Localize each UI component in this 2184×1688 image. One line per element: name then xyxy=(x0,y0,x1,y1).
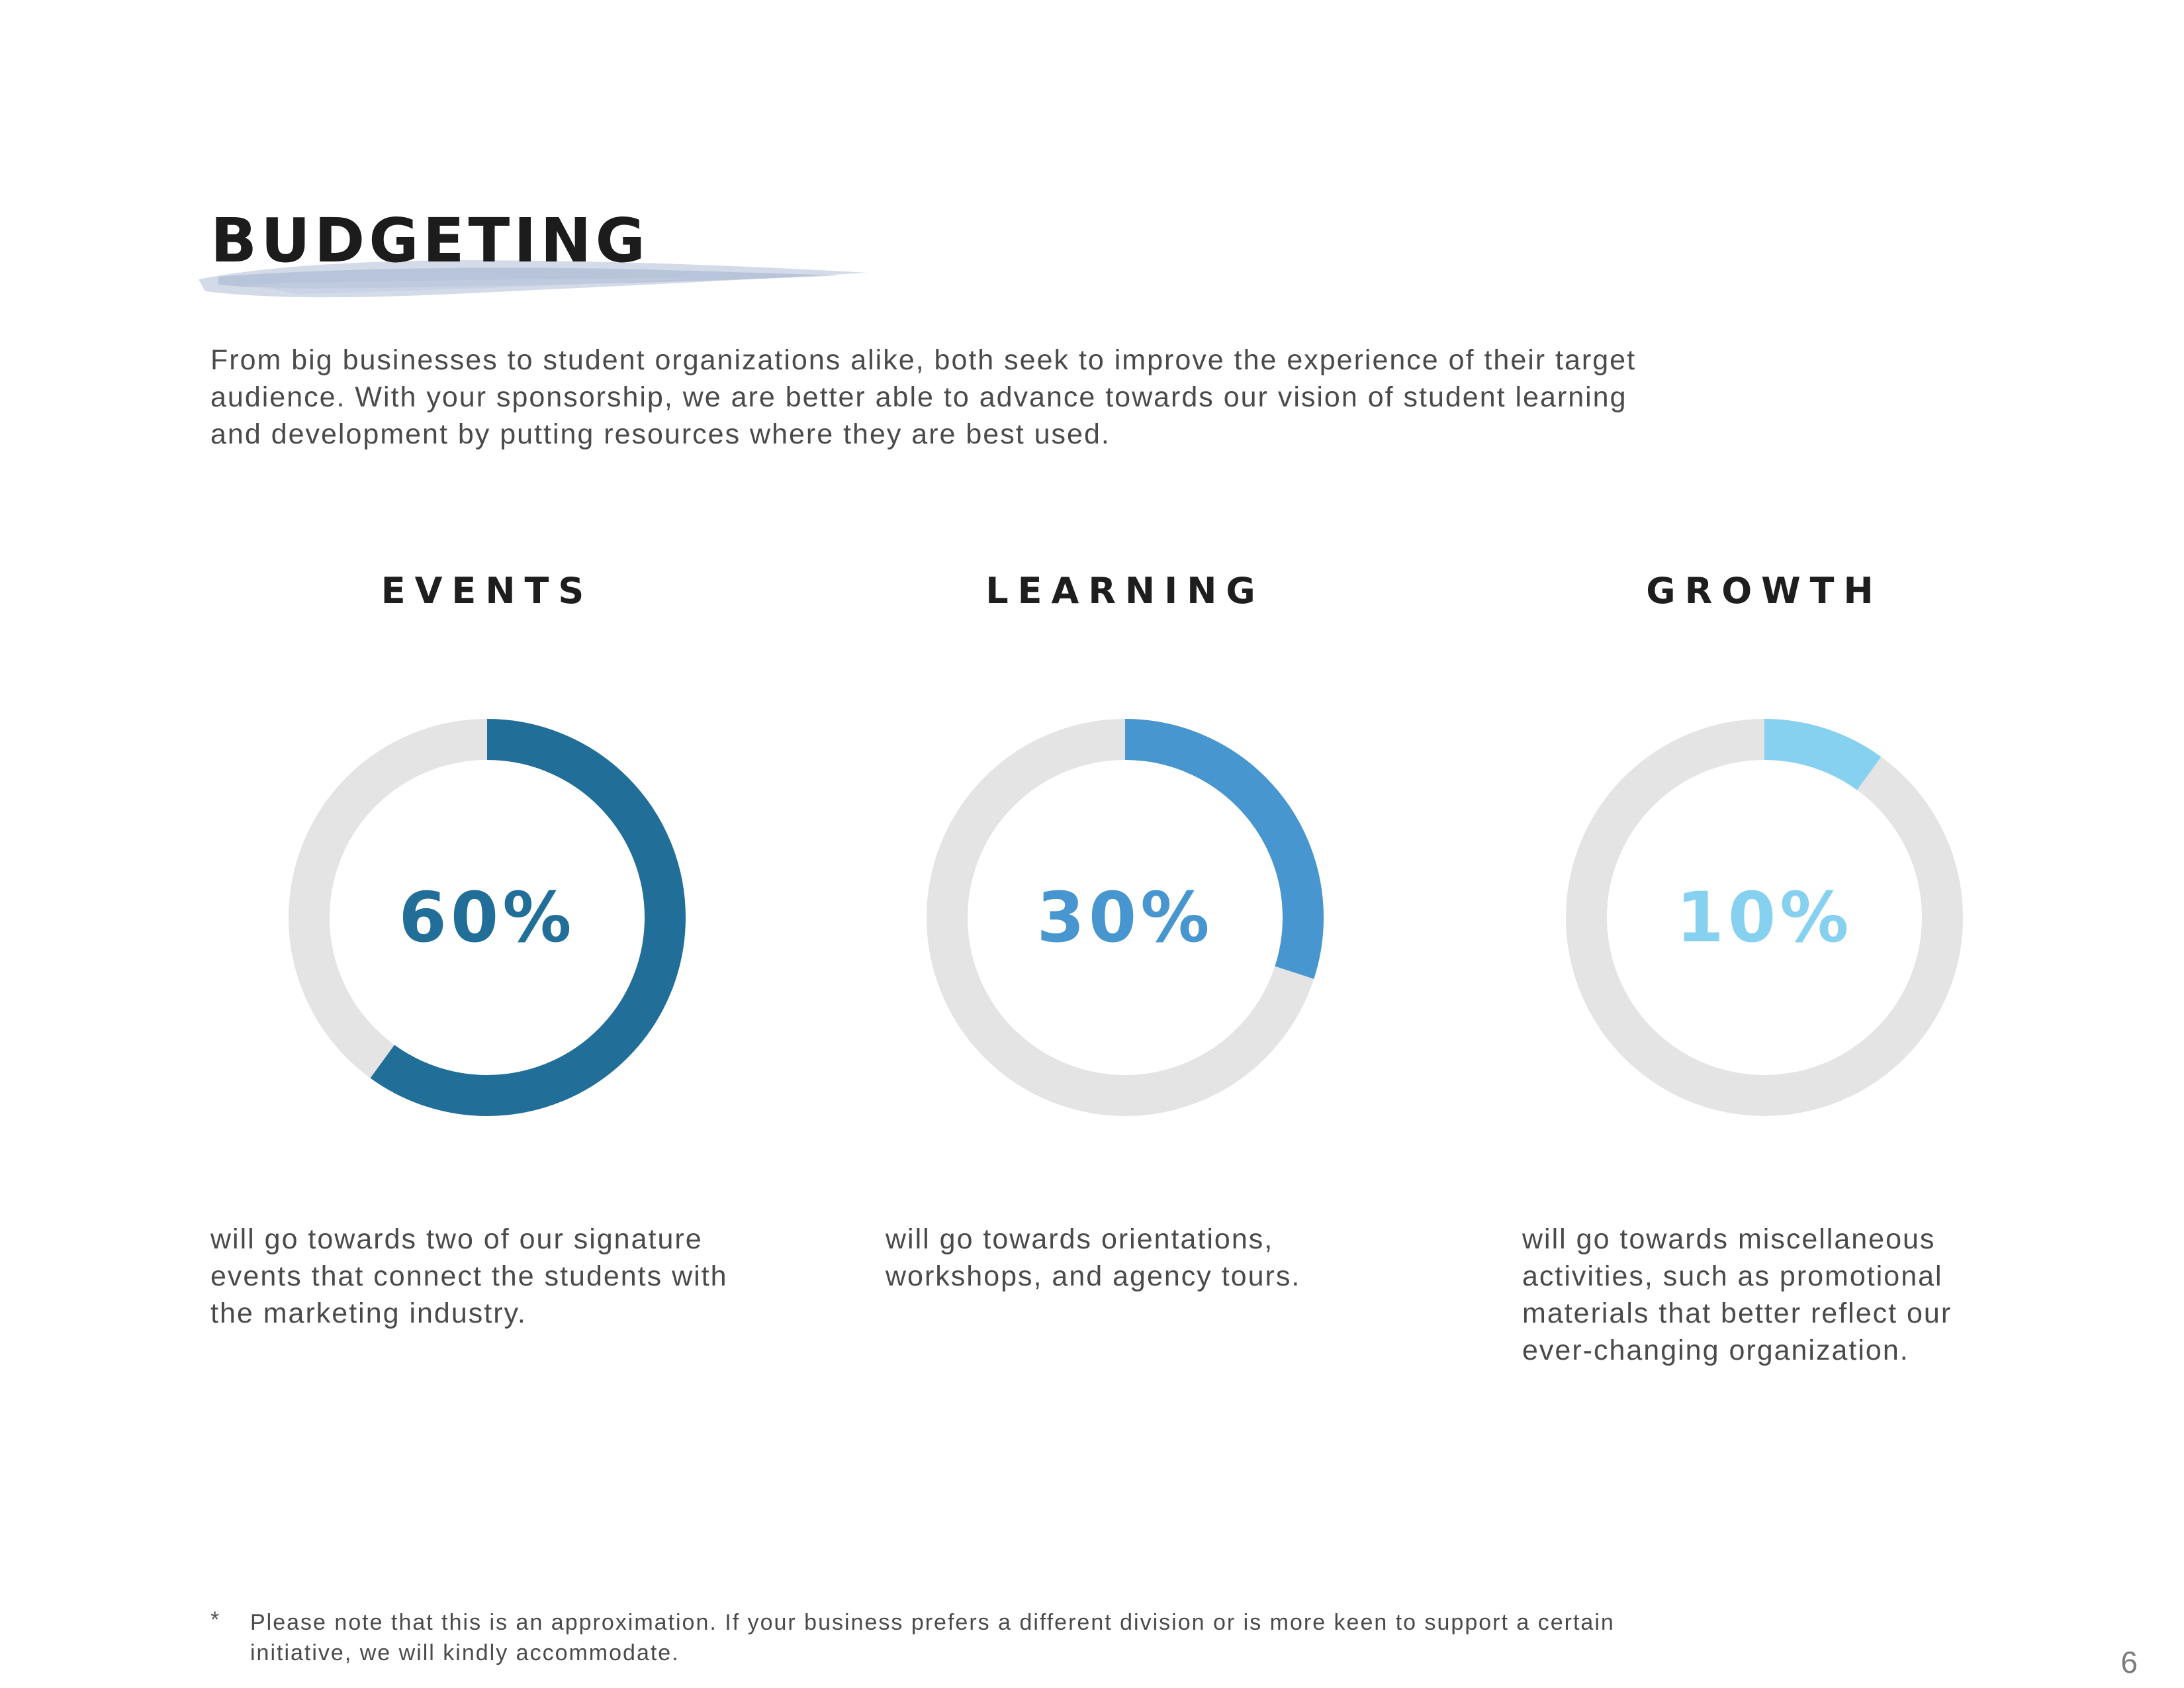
growth-percent: 10% xyxy=(1676,877,1853,958)
footnote-asterisk: * xyxy=(210,1607,220,1632)
intro-paragraph: From big businesses to student organizat… xyxy=(210,344,1637,450)
learning-donut-chart: 30% xyxy=(927,719,1324,1116)
events-heading: EVENTS xyxy=(381,570,594,612)
events-donut-chart: 60% xyxy=(289,719,686,1116)
learning-description: will go towards orientations, workshops,… xyxy=(886,1223,1301,1292)
growth-donut-arc xyxy=(1566,719,1963,1116)
learning-donut-svg xyxy=(927,719,1324,1116)
events-donut-svg xyxy=(289,719,686,1116)
events-section: EVENTS 60% will go towards two of our si… xyxy=(156,0,818,1688)
learning-heading: LEARNING xyxy=(985,570,1265,612)
events-percent: 60% xyxy=(398,877,576,958)
page-number: 6 xyxy=(2120,1645,2138,1679)
brush-stroke-decoration xyxy=(199,260,867,298)
growth-section: GROWTH 10% will go towards miscellaneous… xyxy=(1433,0,2095,1688)
learning-donut-arc xyxy=(927,719,1324,1116)
growth-donut-svg xyxy=(1566,719,1963,1116)
events-donut-arc xyxy=(289,719,686,1116)
footnote-text: Please note that this is an approximatio… xyxy=(250,1610,1615,1665)
events-description: will go towards two of our signature eve… xyxy=(210,1223,728,1329)
growth-donut-chart: 10% xyxy=(1566,719,1963,1116)
learning-section: LEARNING 30% will go towards orientation… xyxy=(794,0,1456,1688)
growth-description: will go towards miscellaneous activities… xyxy=(1522,1223,1952,1366)
growth-heading: GROWTH xyxy=(1646,570,1883,612)
learning-percent: 30% xyxy=(1036,877,1214,958)
page-title: BUDGETING xyxy=(210,205,650,276)
